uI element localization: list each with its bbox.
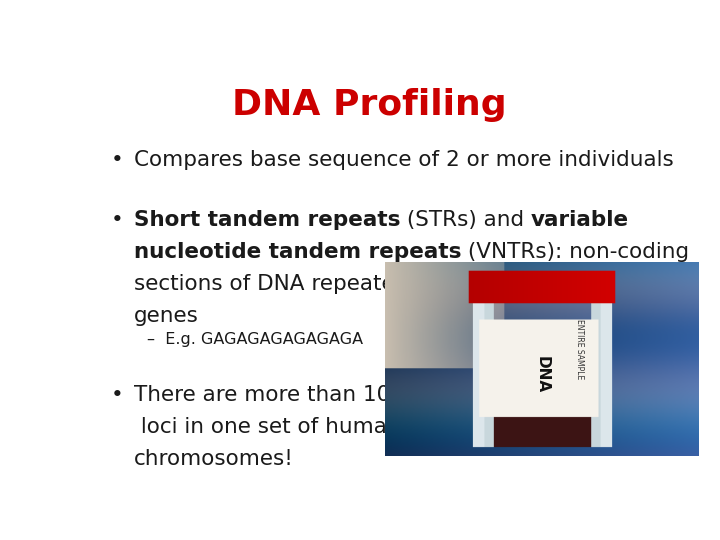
Text: (VNTRs): non-coding: (VNTRs): non-coding (461, 242, 689, 262)
Text: ENTIRE SAMPLE: ENTIRE SAMPLE (575, 319, 584, 380)
Text: •: • (111, 385, 124, 405)
Text: sections of DNA repeated many times between: sections of DNA repeated many times betw… (133, 274, 642, 294)
Text: loci in one set of human: loci in one set of human (133, 417, 400, 437)
Text: •: • (111, 150, 124, 170)
Text: nucleotide tandem repeats: nucleotide tandem repeats (133, 242, 461, 262)
Text: genes: genes (133, 306, 199, 326)
Text: •: • (111, 210, 124, 231)
Text: variable: variable (531, 210, 629, 231)
Text: –  E.g. GAGAGAGAGAGAGA: – E.g. GAGAGAGAGAGAGA (148, 332, 364, 347)
Text: DNA Profiling: DNA Profiling (232, 87, 506, 122)
Text: Short tandem repeats: Short tandem repeats (133, 210, 400, 231)
Text: chromosomes!: chromosomes! (133, 449, 293, 469)
Text: (STRs) and: (STRs) and (400, 210, 531, 231)
Text: Compares base sequence of 2 or more individuals: Compares base sequence of 2 or more indi… (133, 150, 673, 170)
Text: DNA: DNA (534, 356, 549, 393)
Text: There are more than 10,000 STR: There are more than 10,000 STR (133, 385, 486, 405)
